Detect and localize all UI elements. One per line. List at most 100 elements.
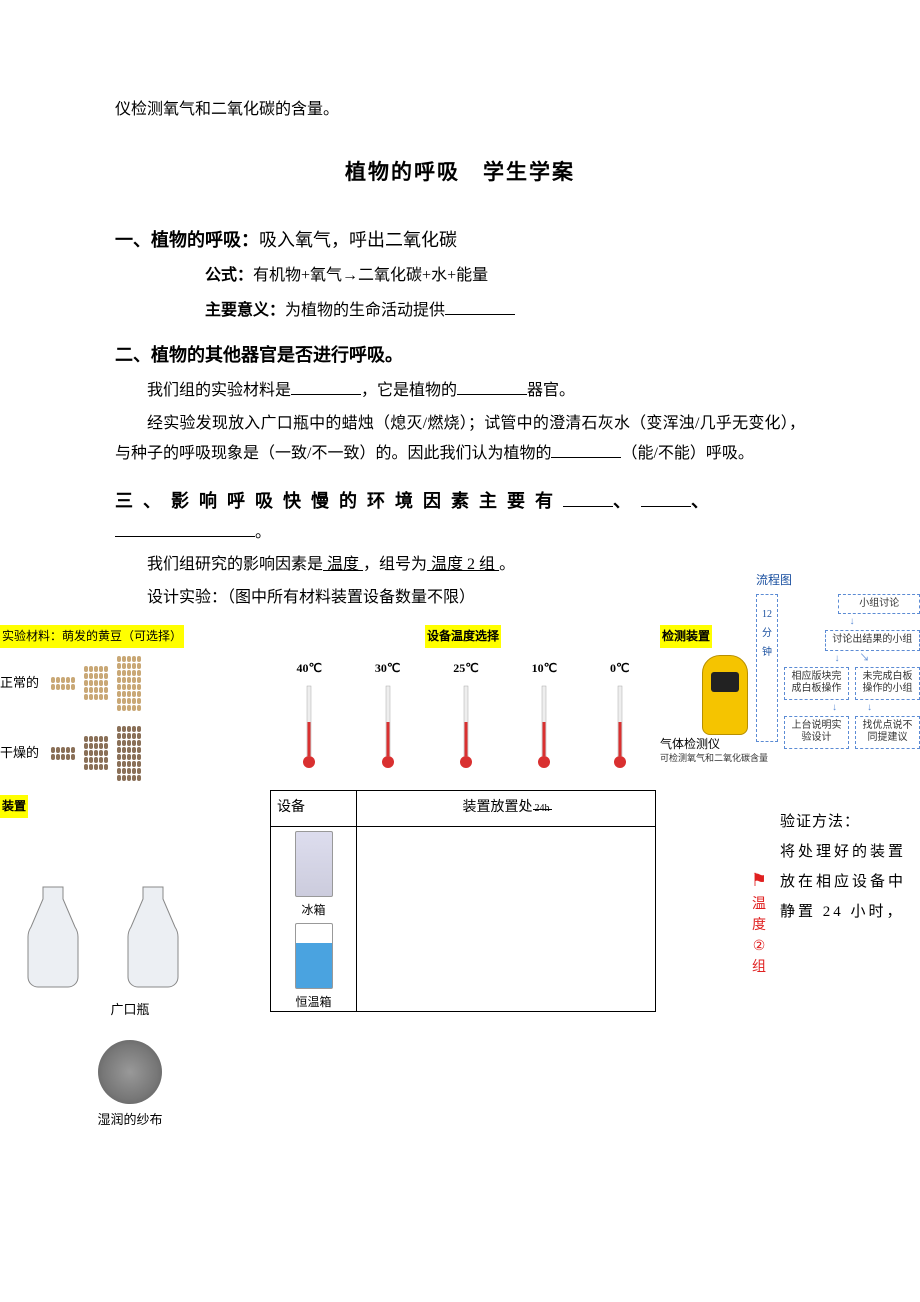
s2-p2b: （能/不能）呼吸。 — [621, 445, 753, 462]
flag-column: ⚑ 温度②组 — [746, 867, 772, 978]
incubator-label: 恒温箱 — [295, 995, 331, 1009]
bean-cluster-n3 — [116, 655, 141, 711]
flow-right: 小组讨论 ↓ 讨论出结果的小组 ↓ ↘ 相应版块完成白板操作 未完成白板操作的小… — [784, 594, 920, 749]
materials-column: 实验材料：萌发的黄豆（可选择） 正常的 干燥的 装置 广口瓶 湿润的纱布 — [0, 621, 260, 1133]
bottle-1 — [18, 882, 88, 992]
blank-f1[interactable] — [563, 489, 613, 507]
bottle-2 — [118, 882, 188, 992]
formula-text: 有机物+氧气→二氧化碳+水+能量 — [253, 267, 488, 284]
s3-blank-line: 。 — [115, 518, 805, 548]
s3-para-1: 我们组研究的影响因素是 温度 ，组号为 温度 2 组 。 — [115, 550, 805, 580]
bean-cluster-n1 — [50, 676, 75, 690]
s2-p1a: 我们组的实验材料是 — [147, 382, 291, 399]
blank-organ[interactable] — [457, 379, 527, 395]
flow-box-6: 找优点说不同提建议 — [855, 716, 920, 749]
dry-label: 干燥的 — [0, 741, 42, 766]
bean-cluster-d2 — [83, 736, 108, 771]
table-row-incubator: 恒温箱 — [271, 919, 655, 1011]
thermometer-row: 40℃ 30℃ 25℃ 10℃ 0℃ — [270, 657, 656, 772]
fridge-icon — [295, 831, 333, 897]
thermometer: 30℃ — [375, 657, 400, 772]
bottles — [0, 882, 260, 992]
incubator-cell: 恒温箱 — [271, 919, 357, 1011]
s2-p1b: ，它是植物的 — [361, 382, 457, 399]
flow-pair-2: 上台说明实验设计 找优点说不同提建议 — [784, 716, 920, 749]
materials-label: 实验材料：萌发的黄豆（可选择） — [0, 625, 184, 648]
section-2-heading: 二、植物的其他器官是否进行呼吸。 — [115, 338, 805, 372]
flow-box-5: 上台说明实验设计 — [784, 716, 849, 749]
meaning-text: 为植物的生命活动提供 — [285, 302, 445, 319]
placement-table: 设备 装置放置处24h 冰箱 恒温箱 — [270, 790, 656, 1012]
table-row-fridge: 冰箱 — [271, 827, 655, 919]
gauze-icon — [98, 1040, 162, 1104]
beans-normal-row: 正常的 — [0, 655, 260, 711]
incubator-icon — [295, 923, 333, 989]
formula-label: 公式： — [205, 267, 253, 284]
flow-box-2: 讨论出结果的小组 — [825, 630, 920, 651]
beans-dry-row: 干燥的 — [0, 725, 260, 781]
blank-f3[interactable] — [115, 521, 255, 537]
diagram-area: 实验材料：萌发的黄豆（可选择） 正常的 干燥的 装置 广口瓶 湿润的纱布 设备 — [0, 621, 920, 1101]
verify-b: 将处理好的装置放在相应设备中静置 24 小时， — [780, 844, 906, 920]
flag-icon: ⚑ — [746, 867, 772, 894]
bean-cluster-d3 — [116, 725, 141, 781]
s2-para-2: 经实验发现放入广口瓶中的蜡烛（熄灭/燃烧）；试管中的澄清石灰水（变浑浊/几乎无变… — [115, 409, 805, 470]
s2-para-1: 我们组的实验材料是，它是植物的器官。 — [115, 376, 805, 406]
detect-label: 检测装置 — [660, 625, 712, 648]
bottle-caption: 广口瓶 — [0, 998, 260, 1023]
blank-meaning[interactable] — [445, 299, 515, 315]
normal-label: 正常的 — [0, 671, 42, 696]
page-title: 植物的呼吸 学生学案 — [115, 153, 805, 193]
meaning-line: 主要意义：为植物的生命活动提供 — [205, 296, 805, 326]
thermometer: 0℃ — [610, 657, 629, 772]
blank-material[interactable] — [291, 379, 361, 395]
section-3-heading: 三、影响呼吸快慢的环境因素主要有 、 、 — [115, 484, 805, 518]
flow-pair-1: 相应版块完成白板操作 未完成白板操作的小组 — [784, 667, 920, 700]
s3-factor: 温度 — [323, 556, 363, 573]
thermometer: 25℃ — [453, 657, 478, 772]
table-h1: 设备 — [271, 791, 357, 826]
s3-hd: 。 — [255, 524, 271, 541]
table-header: 设备 装置放置处24h — [271, 791, 655, 827]
fridge-cell: 冰箱 — [271, 827, 357, 919]
arrow-1: ↓ — [784, 617, 920, 627]
blank-f2[interactable] — [641, 489, 691, 507]
arrow-3: ↓ ↓ — [784, 703, 920, 713]
flow-time-box: 12分钟 — [756, 594, 778, 742]
temp-label: 设备温度选择 — [425, 625, 501, 648]
detector-icon — [702, 655, 748, 735]
heading-rest: 吸入氧气，呼出二氧化碳 — [259, 230, 457, 250]
blank-can[interactable] — [551, 442, 621, 458]
thermometer: 10℃ — [532, 657, 557, 772]
fridge-label: 冰箱 — [301, 903, 325, 917]
flow-box-4: 未完成白板操作的小组 — [855, 667, 920, 700]
arrow-2: ↓ ↘ — [784, 654, 920, 664]
s3-hc: 、 — [691, 491, 709, 511]
table-h2: 装置放置处24h — [357, 791, 655, 826]
flow-box-1: 小组讨论 — [838, 594, 920, 615]
temperature-column: 设备温度选择 40℃ 30℃ 25℃ 10℃ 0℃ 设备 装置放置处24h 冰箱 恒温箱 — [270, 621, 656, 1012]
meaning-label: 主要意义： — [205, 302, 285, 319]
detector-sub: 可检测氧气和二氧化碳含量 — [660, 753, 790, 764]
s3-p1c: 。 — [499, 556, 515, 573]
section-1-heading: 一、植物的呼吸：吸入氧气，呼出二氧化碳 — [115, 223, 805, 257]
incubator-slot[interactable] — [357, 919, 655, 1011]
fridge-slot[interactable] — [357, 827, 655, 919]
heading-bold: 一、植物的呼吸： — [115, 230, 259, 250]
formula-line: 公式：有机物+氧气→二氧化碳+水+能量 — [205, 261, 805, 291]
s3-ha: 三、影响呼吸快慢的环境因素主要有 — [115, 491, 563, 511]
bean-cluster-d1 — [50, 746, 75, 760]
s3-para-2: 设计实验：（图中所有材料装置设备数量不限） — [115, 583, 805, 613]
flowchart-column: 流程图 12分钟 小组讨论 ↓ 讨论出结果的小组 ↓ ↘ 相应版块完成白板操作 … — [756, 569, 920, 749]
gauze-caption: 湿润的纱布 — [0, 1108, 260, 1133]
bean-cluster-n2 — [83, 666, 108, 701]
s3-hb: 、 — [613, 491, 641, 511]
verify-text: 验证方法： 将处理好的装置放在相应设备中静置 24 小时， — [780, 807, 910, 927]
s3-p1b: ，组号为 — [363, 556, 427, 573]
table-h2b: 24h — [535, 799, 550, 818]
flag-text: 温度②组 — [746, 894, 772, 978]
flowchart-label: 流程图 — [756, 569, 920, 592]
flow-box-3: 相应版块完成白板操作 — [784, 667, 849, 700]
device-label: 装置 — [0, 795, 28, 818]
thermometer: 40℃ — [296, 657, 321, 772]
